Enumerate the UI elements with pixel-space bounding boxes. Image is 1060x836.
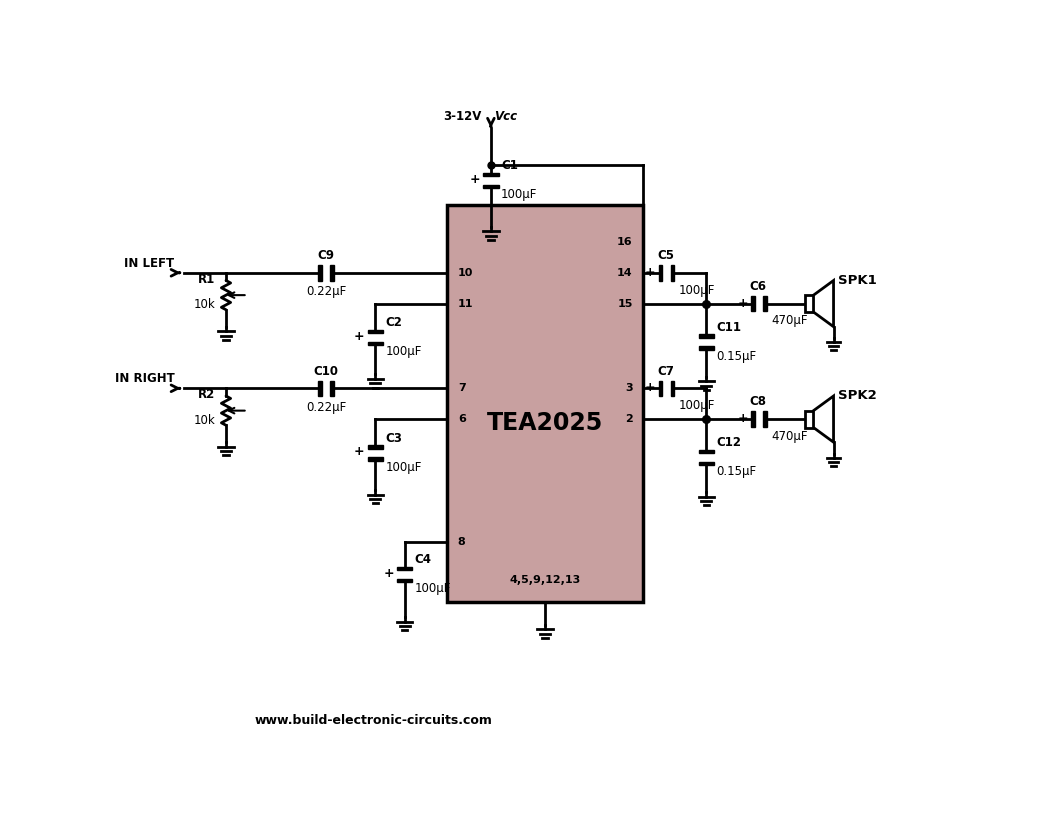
Text: R1: R1 [198, 273, 215, 286]
Bar [752, 296, 755, 311]
Text: +: + [470, 173, 480, 186]
Text: IN LEFT: IN LEFT [124, 257, 175, 270]
Text: C12: C12 [717, 436, 742, 449]
Bar [699, 461, 714, 466]
Text: Vcc: Vcc [494, 110, 517, 123]
Bar [368, 329, 383, 334]
Bar [805, 295, 813, 312]
Bar [483, 185, 498, 188]
Polygon shape [813, 281, 833, 327]
Bar [699, 334, 714, 338]
Text: C5: C5 [657, 249, 674, 262]
Text: 10: 10 [458, 268, 473, 278]
Text: 15: 15 [617, 298, 633, 308]
Bar [331, 265, 334, 281]
Text: 470μF: 470μF [772, 430, 808, 443]
Text: 10k: 10k [194, 298, 215, 311]
Text: 100μF: 100μF [386, 345, 422, 358]
Bar [658, 265, 662, 281]
Text: C3: C3 [386, 431, 403, 445]
Text: 100μF: 100μF [501, 188, 537, 201]
Bar [447, 205, 643, 602]
Text: TEA2025: TEA2025 [487, 411, 603, 436]
Bar [699, 450, 714, 453]
Text: +: + [738, 297, 748, 309]
Text: 0.22μF: 0.22μF [306, 400, 347, 414]
Text: 6: 6 [458, 414, 465, 424]
Text: 2: 2 [624, 414, 633, 424]
Bar [318, 265, 322, 281]
Bar [699, 346, 714, 349]
Text: +: + [738, 412, 748, 426]
Text: SPK2: SPK2 [838, 390, 877, 402]
Text: C7: C7 [657, 364, 674, 378]
Text: 100μF: 100μF [386, 461, 422, 474]
Text: C6: C6 [749, 280, 766, 293]
Text: 3-12V: 3-12V [443, 110, 481, 123]
Bar [368, 342, 383, 345]
Text: 8: 8 [458, 538, 465, 548]
Bar [318, 380, 322, 396]
Text: C8: C8 [749, 395, 766, 408]
Text: SPK1: SPK1 [838, 273, 877, 287]
Text: 14: 14 [617, 268, 633, 278]
Bar [396, 579, 412, 583]
Text: 16: 16 [617, 237, 633, 247]
Text: +: + [354, 329, 365, 343]
Text: 0.15μF: 0.15μF [717, 466, 757, 478]
Bar [331, 380, 334, 396]
Text: 4,5,9,12,13: 4,5,9,12,13 [510, 575, 581, 585]
Bar [671, 265, 674, 281]
Text: 10k: 10k [194, 414, 215, 426]
Text: 100μF: 100μF [414, 583, 452, 595]
Text: +: + [646, 381, 656, 395]
Polygon shape [813, 396, 833, 442]
Text: C10: C10 [314, 364, 338, 378]
Text: C2: C2 [386, 316, 403, 329]
Text: IN RIGHT: IN RIGHT [114, 372, 175, 385]
Text: C4: C4 [414, 553, 431, 566]
Bar [396, 567, 412, 570]
Text: C9: C9 [318, 249, 335, 262]
Text: 3: 3 [625, 383, 633, 393]
Bar [763, 411, 766, 427]
Text: R2: R2 [198, 389, 215, 401]
Text: 100μF: 100μF [678, 283, 716, 297]
Text: 0.15μF: 0.15μF [717, 349, 757, 363]
Text: 0.22μF: 0.22μF [306, 285, 347, 298]
Bar [658, 380, 662, 396]
Bar [368, 446, 383, 449]
Text: 11: 11 [458, 298, 473, 308]
Bar [752, 411, 755, 427]
Bar [483, 173, 498, 176]
Bar [763, 296, 766, 311]
Bar [805, 410, 813, 427]
Text: 470μF: 470μF [772, 314, 808, 328]
Text: C1: C1 [501, 159, 517, 172]
Text: www.build-electronic-circuits.com: www.build-electronic-circuits.com [254, 714, 493, 727]
Text: +: + [354, 446, 365, 458]
Text: 100μF: 100μF [678, 399, 716, 412]
Bar [368, 457, 383, 461]
Text: +: + [646, 266, 656, 279]
Bar [671, 380, 674, 396]
Text: +: + [384, 567, 394, 580]
Text: C11: C11 [717, 321, 742, 334]
Text: 7: 7 [458, 383, 465, 393]
